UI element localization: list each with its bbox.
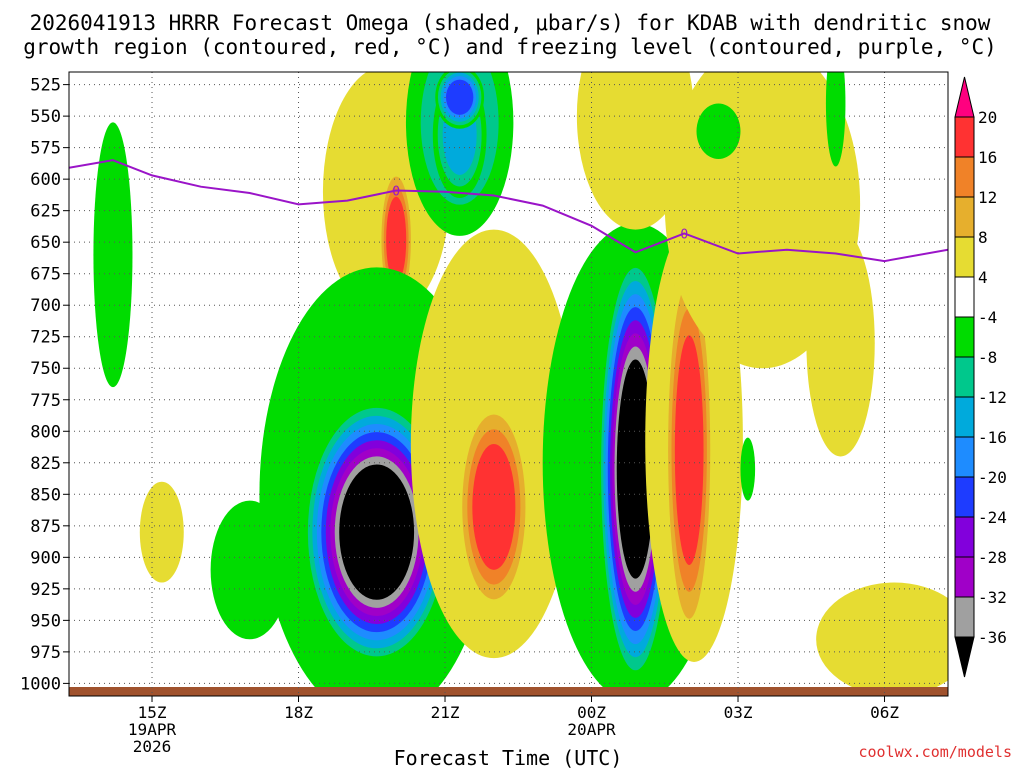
chart-title-line1: 2026041913 HRRR Forecast Omega (shaded, … <box>30 11 991 35</box>
omega-band-25-0 <box>740 437 756 501</box>
y-tick-label-6: 675 <box>30 265 61 285</box>
chart-title-line2: growth region (contoured, red, °C) and f… <box>23 35 997 59</box>
y-tick-label-8: 725 <box>30 328 61 348</box>
y-tick-label-11: 800 <box>30 422 61 442</box>
freezing-level-label-1: 0 <box>680 227 688 242</box>
omega-band-1-0 <box>139 481 184 583</box>
colorbar-segment-8 <box>954 436 975 478</box>
colorbar-segment-5 <box>954 316 975 358</box>
x-tick-year-0: 2026 <box>133 737 172 756</box>
colorbar-bottom-triangle <box>954 636 975 678</box>
y-tick-label-18: 975 <box>30 643 61 663</box>
y-axis: 525 550 575 600 625 650 675 700 725 750 775 800 825 8… <box>20 76 69 694</box>
colorbar-segment-4 <box>954 276 975 318</box>
colorbar-label-13: -36 <box>978 628 1007 647</box>
colorbar-label-3: 8 <box>978 228 988 247</box>
colorbar-label-2: 12 <box>978 188 997 207</box>
x-tick-label-1: 18Z <box>284 703 313 722</box>
y-tick-label-10: 775 <box>30 391 61 411</box>
colorbar-label-5: -4 <box>978 308 997 327</box>
omega-shading <box>93 72 948 696</box>
credit-text: coolwx.com/models <box>858 743 1012 761</box>
y-tick-label-14: 875 <box>30 517 61 537</box>
y-tick-label-5: 650 <box>30 233 61 253</box>
y-tick-label-17: 950 <box>30 611 61 631</box>
colorbar-label-9: -20 <box>978 468 1007 487</box>
colorbar-segment-10 <box>954 516 975 558</box>
colorbar-segment-7 <box>954 396 975 438</box>
y-tick-label-0: 525 <box>30 76 61 96</box>
x-tick-label-5: 06Z <box>870 703 899 722</box>
omega-band-4-3 <box>386 196 407 283</box>
y-tick-label-16: 925 <box>30 580 61 600</box>
omega-band-10-4 <box>445 79 474 115</box>
omega-band-23-0 <box>696 103 741 159</box>
colorbar-label-6: -8 <box>978 348 997 367</box>
grid-lines <box>69 72 948 696</box>
omega-band-22-0 <box>825 72 846 167</box>
plot-frame <box>68 71 949 697</box>
plot-area: 00 <box>69 72 948 696</box>
colorbar-label-7: -12 <box>978 388 1007 407</box>
colorbar-label-4: 4 <box>978 268 988 287</box>
colorbar-segment-0 <box>954 116 975 158</box>
colorbar: 20 16 12 8 4 -4 -8 -12 -16 -20 -24 -28 -32 -36 <box>954 76 1007 678</box>
x-tick-label-3: 00Z <box>577 703 606 722</box>
omega-band-6-8 <box>339 464 415 600</box>
omega-band-15-8 <box>616 359 655 579</box>
colorbar-label-12: -32 <box>978 588 1007 607</box>
y-tick-label-7: 700 <box>30 296 61 316</box>
x-tick-label-2: 21Z <box>431 703 460 722</box>
colorbar-label-8: -16 <box>978 428 1007 447</box>
colorbar-segment-12 <box>954 596 975 638</box>
y-tick-label-19: 1000 <box>20 674 61 694</box>
terrain-bar <box>69 687 948 696</box>
x-tick-date-3: 20APR <box>567 720 616 739</box>
colorbar-segment-9 <box>954 476 975 518</box>
y-tick-label-4: 625 <box>30 202 61 222</box>
omega-band-12-3 <box>472 443 516 570</box>
x-tick-date-0: 19APR <box>128 720 177 739</box>
colorbar-segment-2 <box>954 196 975 238</box>
x-axis-label: Forecast Time (UTC) <box>394 746 623 768</box>
colorbar-label-1: 16 <box>978 148 997 167</box>
freezing-level-label-0: 0 <box>392 184 400 199</box>
colorbar-segment-3 <box>954 236 975 278</box>
y-tick-label-2: 575 <box>30 139 61 159</box>
y-tick-label-9: 750 <box>30 359 61 379</box>
omega-band-17-0 <box>576 72 695 230</box>
colorbar-label-10: -24 <box>978 508 1007 527</box>
y-tick-label-13: 850 <box>30 485 61 505</box>
freezing-level-group: 00 <box>69 159 948 263</box>
colorbar-label-0: 20 <box>978 108 997 127</box>
y-tick-label-3: 600 <box>30 170 61 190</box>
omega-band-0-0 <box>93 122 133 388</box>
y-tick-label-15: 900 <box>30 548 61 568</box>
omega-band-24-0 <box>816 582 948 696</box>
colorbar-label-11: -28 <box>978 548 1007 567</box>
colorbar-segment-1 <box>954 156 975 198</box>
freezing-level-line <box>69 159 948 263</box>
y-tick-label-1: 550 <box>30 107 61 127</box>
x-tick-label-0: 15Z <box>138 703 167 722</box>
omega-band-21-0 <box>806 229 875 457</box>
omega-band-19-3 <box>674 335 704 565</box>
y-tick-label-12: 825 <box>30 454 61 474</box>
colorbar-segment-6 <box>954 356 975 398</box>
colorbar-segment-11 <box>954 556 975 598</box>
x-tick-label-4: 03Z <box>724 703 753 722</box>
colorbar-top-triangle <box>954 76 975 118</box>
